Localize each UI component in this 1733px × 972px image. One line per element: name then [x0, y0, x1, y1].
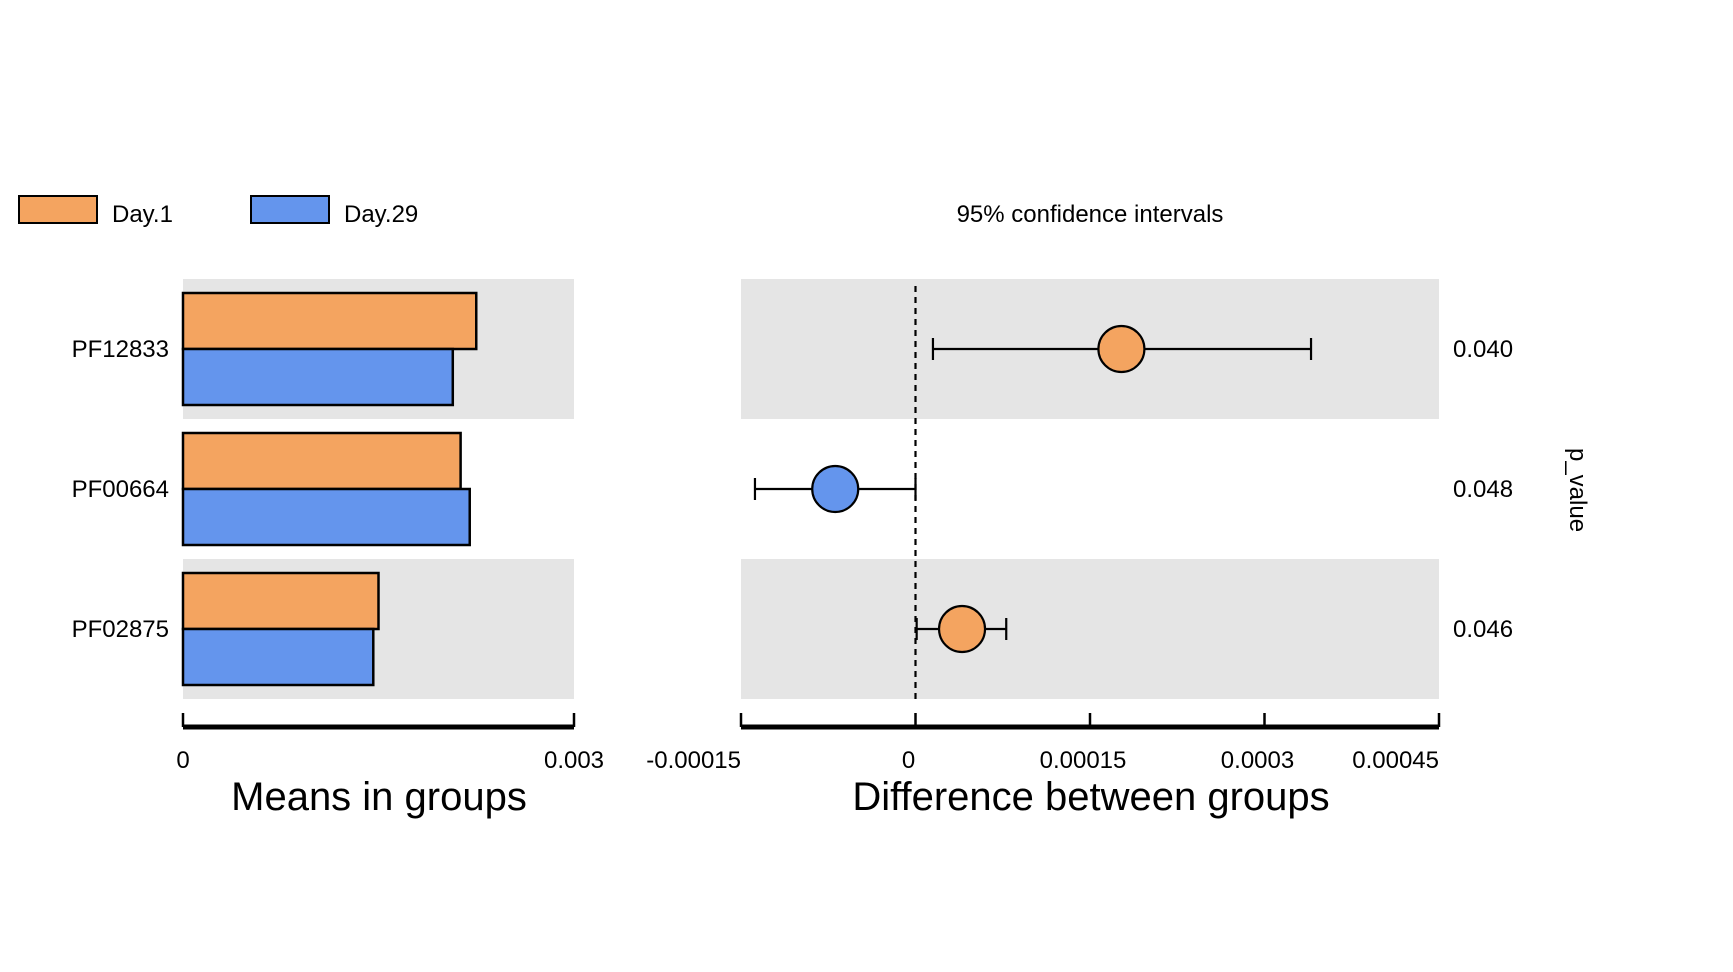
left-x-axis: 0 0.003 — [176, 713, 604, 774]
left-bars — [181, 291, 478, 687]
p-value-pf00664: 0.048 — [1453, 476, 1513, 503]
p-value-pf02875: 0.046 — [1453, 616, 1513, 643]
tick-label: 0.003 — [544, 747, 604, 774]
right-x-axis: -0.00015 0 0.00015 0.0003 0.00045 — [646, 713, 1441, 774]
ci-points — [753, 324, 1313, 654]
right-x-axis-title: Difference between groups — [852, 775, 1329, 819]
ci-pf02875 — [915, 604, 1008, 654]
legend: Day.1 Day.29 — [18, 195, 418, 228]
row-label-pf12833: PF12833 — [72, 336, 169, 363]
ci-pf00664 — [753, 464, 917, 514]
tick-label: 0 — [902, 747, 915, 774]
left-x-axis-title: Means in groups — [231, 775, 527, 819]
ci-title: 95% confidence intervals — [957, 201, 1224, 228]
tick-label: 0.0003 — [1221, 747, 1294, 774]
legend-swatch-day29 — [250, 195, 330, 224]
tick-label: -0.00015 — [646, 747, 741, 774]
ci-point — [811, 464, 860, 514]
p-values: 0.040 0.048 0.046 — [1453, 336, 1513, 643]
bar-pf00664-day29 — [181, 487, 471, 547]
bar-pf02875-day1 — [181, 571, 380, 631]
bar-pf00664-day1 — [181, 431, 462, 491]
legend-swatch-day1 — [18, 195, 98, 224]
bar-pf12833-day1 — [181, 291, 478, 351]
bar-pf02875-day29 — [181, 627, 375, 687]
row-labels: PF12833 PF00664 PF02875 — [72, 336, 169, 643]
tick-label: 0.00015 — [1040, 747, 1127, 774]
ci-pf12833 — [931, 324, 1313, 374]
right-row-band — [741, 559, 1439, 699]
tick-label: 0 — [176, 747, 189, 774]
ci-point — [937, 604, 987, 654]
p-value-pf12833: 0.040 — [1453, 336, 1513, 363]
right-panel-background — [741, 279, 1439, 699]
bar-pf12833-day29 — [181, 347, 455, 407]
row-label-pf00664: PF00664 — [72, 476, 169, 503]
ci-point — [1097, 324, 1146, 374]
tick-label: 0.00045 — [1352, 747, 1439, 774]
row-label-pf02875: PF02875 — [72, 616, 169, 643]
legend-label-day29: Day.29 — [344, 201, 418, 228]
legend-label-day1: Day.1 — [112, 201, 173, 228]
pvalue-axis-label: p_value — [1564, 448, 1591, 532]
